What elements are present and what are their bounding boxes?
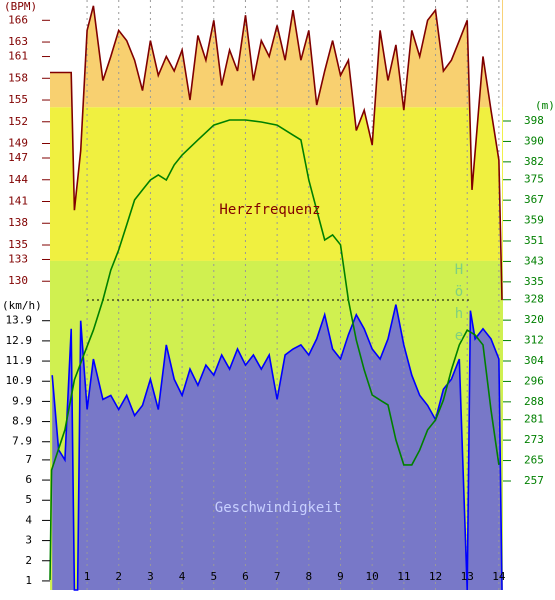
y2-tick-label: 257 <box>524 474 544 487</box>
series-line <box>49 119 500 581</box>
y2-tick-label: 320 <box>524 313 544 326</box>
y2-tick-label: 296 <box>524 374 544 387</box>
x-tick-label: 11 <box>397 570 410 583</box>
y2-tick-label: 398 <box>524 114 544 127</box>
y-tick-label: 141 <box>8 194 28 207</box>
y3-tick-label: 5 <box>25 493 32 506</box>
y-tick-label: 166 <box>8 13 28 26</box>
x-tick-label: 14 <box>492 570 506 583</box>
y-tick-label: 135 <box>8 238 28 251</box>
y-tick-label: 149 <box>8 137 28 150</box>
y-axis-label: (BPM) <box>4 0 37 13</box>
hr-zone <box>50 107 503 261</box>
speed-area <box>52 304 503 590</box>
y2-tick-label: 265 <box>524 454 544 467</box>
y2-tick-label: 390 <box>524 134 544 147</box>
y2-tick-label: 359 <box>524 214 544 227</box>
y2-tick-label: 312 <box>524 334 544 347</box>
x-tick-label: 9 <box>337 570 344 583</box>
y-tick-label: 138 <box>8 216 28 229</box>
series-line <box>50 5 503 301</box>
x-tick-label: 10 <box>366 570 379 583</box>
y-tick-label: 152 <box>8 115 28 128</box>
plot-area <box>49 0 503 591</box>
y2-tick-label: 375 <box>524 173 544 186</box>
y3-tick-label: 2 <box>25 554 32 567</box>
y3-tick-label: 9.9 <box>12 394 32 407</box>
y3-tick-label: 3 <box>25 534 32 547</box>
y2-tick-label: 351 <box>524 234 544 247</box>
x-tick-label: 2 <box>115 570 122 583</box>
y-tick-label: 155 <box>8 93 28 106</box>
x-tick-label: 6 <box>242 570 249 583</box>
x-tick-label: 7 <box>274 570 281 583</box>
series-label: Geschwindigkeit <box>215 500 341 516</box>
x-tick-label: 3 <box>147 570 154 583</box>
y3-tick-label: 12.9 <box>6 334 33 347</box>
y-tick-label: 158 <box>8 71 28 84</box>
y3-tick-label: 7 <box>25 453 32 466</box>
y3-axis-label: (km/h) <box>2 299 42 312</box>
y-tick-label: 163 <box>8 35 28 48</box>
series-label: Herzfrequenz <box>219 202 320 218</box>
y3-tick-label: 1 <box>25 574 32 587</box>
y2-axis-label: (m) <box>535 99 555 112</box>
y2-tick-label: 281 <box>524 413 544 426</box>
x-tick-label: 8 <box>305 570 312 583</box>
y-tick-label: 133 <box>8 252 28 265</box>
y-tick-label: 144 <box>8 173 28 186</box>
y2-tick-label: 304 <box>524 354 544 367</box>
y3-tick-label: 8.9 <box>12 415 32 428</box>
y2-tick-label: 328 <box>524 293 544 306</box>
x-tick-label: 4 <box>179 570 186 583</box>
y2-tick-label: 273 <box>524 433 544 446</box>
x-tick-label: 5 <box>210 570 217 583</box>
y-tick-label: 161 <box>8 50 28 63</box>
x-tick-label: 13 <box>461 570 474 583</box>
y3-tick-label: 10.9 <box>6 374 33 387</box>
x-tick-label: 12 <box>429 570 442 583</box>
y3-tick-label: 4 <box>25 513 32 526</box>
y3-tick-label: 11.9 <box>6 354 33 367</box>
y3-tick-label: 6 <box>25 473 32 486</box>
y2-tick-label: 335 <box>524 275 544 288</box>
series-label: Höhe <box>451 262 467 350</box>
y2-tick-label: 288 <box>524 395 544 408</box>
y2-tick-label: 343 <box>524 254 544 267</box>
y2-tick-label: 367 <box>524 193 544 206</box>
y2-tick-label: 382 <box>524 155 544 168</box>
x-tick-label: 1 <box>84 570 91 583</box>
y-tick-label: 130 <box>8 274 28 287</box>
y3-tick-label: 13.9 <box>6 314 33 327</box>
y-tick-label: 147 <box>8 151 28 164</box>
series-line <box>51 304 503 591</box>
y3-tick-label: 7.9 <box>12 435 32 448</box>
